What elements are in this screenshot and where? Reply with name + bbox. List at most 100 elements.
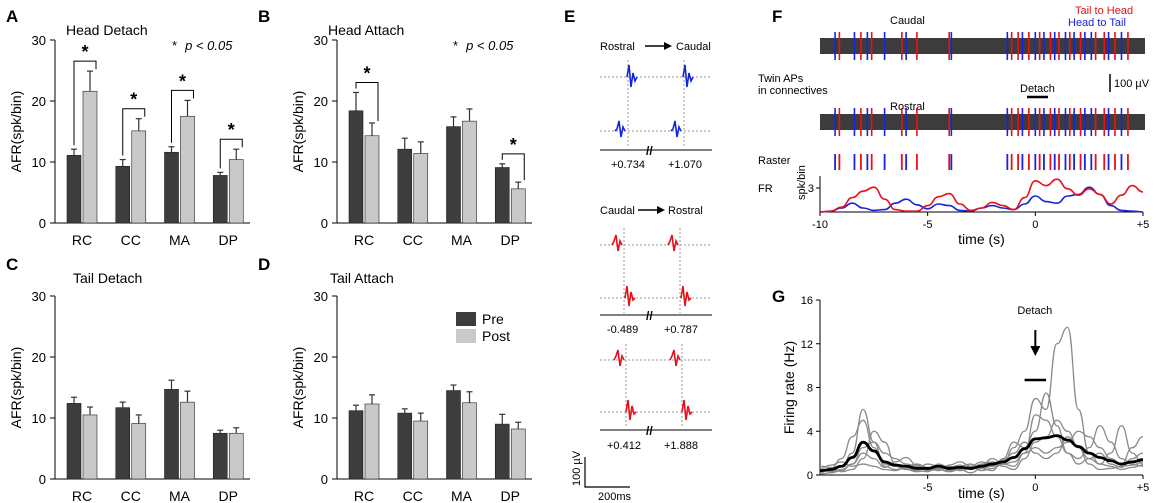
bar-pre [115, 165, 131, 224]
significance-bracket [171, 89, 194, 143]
bar-post [462, 402, 477, 480]
fr-x-tick-label: +5 [1137, 219, 1150, 231]
y-tick-label: 10 [32, 155, 46, 170]
e-scale-bar [584, 457, 630, 488]
g-trial-line [819, 326, 1144, 474]
bar-pre [397, 412, 413, 480]
g-y-axis-label: Firing rate (Hz) [781, 341, 797, 434]
bar-pre [494, 167, 510, 224]
e-g2-to: Rostral [668, 205, 703, 217]
x-category-label: RC [354, 232, 374, 248]
f-rostral-spikes [834, 108, 1129, 136]
significance-bracket [73, 60, 97, 146]
bar-post [510, 428, 526, 480]
bar-post [413, 153, 429, 224]
f-legend-red: Tail to Head [1075, 5, 1133, 17]
significance-star: * [363, 63, 370, 83]
g-y-tick-label: 0 [807, 470, 813, 482]
significance-star: * [179, 71, 186, 91]
chart-head-attach: 0 10 20 30 AFR(spk/bin) RC * CC MA DP * [290, 33, 532, 248]
panel-b-title: Head Attach [328, 22, 404, 38]
y-tick-label: 10 [32, 411, 46, 426]
x-category-label: DP [501, 488, 520, 503]
g-x-tick-label: +5 [1137, 482, 1150, 494]
bar-post [82, 90, 98, 224]
y-tick-label: 30 [32, 33, 46, 48]
e-g1-right-time: +1.070 [668, 159, 702, 171]
e-g1-spike-2 [682, 64, 694, 88]
legend-pre-swatch [456, 312, 476, 326]
g-x-axis-label: time (s) [958, 485, 1005, 501]
significance-bracket [501, 153, 525, 181]
x-category-label: MA [169, 232, 191, 248]
significance-bracket [355, 81, 379, 121]
y-tick-label: 30 [32, 289, 46, 304]
g-x-tick-label: -5 [923, 482, 933, 494]
y-tick-label: 20 [32, 350, 46, 365]
f-in-connectives: in connectives [758, 85, 828, 97]
x-category-label: CC [121, 488, 141, 503]
bar-post [413, 420, 429, 480]
fr-x-tick-label: -10 [812, 219, 828, 231]
panel-b-significance: * p < 0.05 [453, 38, 514, 53]
panel-label-d: D [258, 255, 270, 274]
bar-pre [164, 389, 179, 480]
e-g3-spike-2 [669, 349, 681, 367]
y-tick-label: 10 [314, 155, 328, 170]
e-g3-left-time: +0.412 [607, 440, 641, 452]
g-detach-label: Detach [1017, 305, 1052, 317]
x-category-label: CC [403, 232, 423, 248]
e-g1-from: Rostral [600, 41, 635, 53]
y-axis-label: AFR(spk/bin) [8, 347, 24, 429]
panel-label-a: A [6, 7, 18, 26]
fr-x-tick-label: 0 [1032, 219, 1038, 231]
g-mean-line [819, 434, 1144, 473]
panel-a-title: Head Detach [66, 22, 148, 38]
bar-post [364, 403, 380, 480]
f-raster-label: Raster [758, 155, 791, 167]
g-y-tick-label: 12 [801, 339, 813, 351]
y-tick-label: 0 [39, 216, 46, 231]
y-tick-label: 0 [39, 472, 46, 487]
e-g1-to: Caudal [676, 41, 711, 53]
e-g3-spike-4 [681, 399, 693, 421]
f-detach-label: Detach [1020, 83, 1055, 95]
y-tick-label: 0 [321, 216, 328, 231]
bar-post [462, 120, 477, 224]
e-g1-spike-1 [626, 64, 638, 88]
y-tick-label: 20 [314, 350, 328, 365]
bar-pre [164, 151, 179, 224]
bar-pre [348, 410, 364, 480]
bar-pre [348, 110, 364, 224]
legend-pre-label: Pre [482, 311, 504, 327]
f-caudal-spikes [834, 32, 1129, 60]
g-y-tick-label: 4 [807, 426, 813, 438]
x-category-label: RC [72, 488, 92, 503]
y-tick-label: 20 [314, 94, 328, 109]
e-g1-spike-3 [614, 120, 626, 138]
panel-a-significance: * p < 0.05 [172, 38, 233, 53]
bar-post [228, 159, 244, 224]
chart-firing-rate: 0 4 8 12 16 Firing rate (Hz) -5 0 +5 time (s) Deta… [781, 295, 1149, 501]
x-category-label: CC [121, 232, 141, 248]
significance-star: * [228, 120, 235, 140]
x-category-label: MA [451, 488, 473, 503]
g-trial-line [819, 430, 1144, 475]
bar-pre [115, 407, 131, 480]
f-fr-ylabel: spk/bin [796, 165, 808, 200]
bar-pre [66, 403, 82, 480]
bar-post [364, 135, 380, 224]
e-g3-spike-3 [625, 399, 637, 421]
fr-y-tick-label: 3 [808, 183, 814, 195]
y-tick-label: 0 [321, 472, 328, 487]
chart-tail-attach: 0 10 20 30 AFR(spk/bin) RC CC MA DP [290, 289, 532, 503]
panel-f: Caudal Tail to Head Head to Tail Twin AP… [758, 5, 1150, 247]
legend-post-swatch [456, 329, 476, 343]
f-fr-label: FR [758, 183, 773, 195]
y-tick-label: 10 [314, 411, 328, 426]
legend-post-label: Post [482, 328, 510, 344]
bar-post [131, 130, 147, 224]
bar-pre [446, 126, 461, 224]
panel-d-title: Tail Attach [330, 270, 394, 286]
